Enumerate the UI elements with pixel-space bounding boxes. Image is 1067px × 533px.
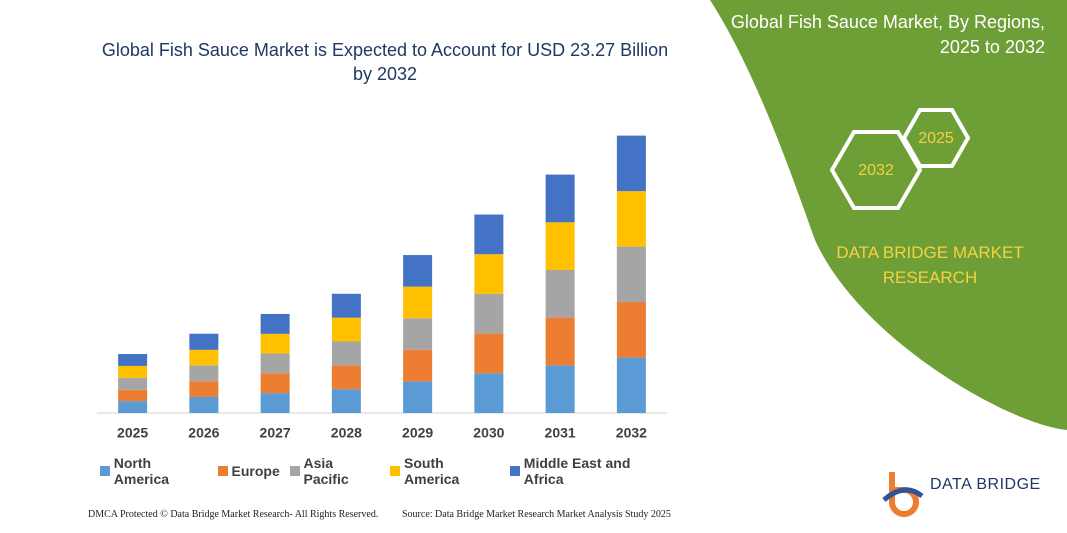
hex-label: 2032 xyxy=(858,162,894,179)
x-tick-label: 2025 xyxy=(117,425,148,441)
legend-item: Middle East and Africa xyxy=(510,455,670,487)
bar-segment xyxy=(260,353,290,374)
legend-item: North America xyxy=(100,455,208,487)
legend-item: South America xyxy=(390,455,500,487)
legend-label: North America xyxy=(113,455,170,487)
brand-text: DATA BRIDGE MARKET RESEARCH xyxy=(836,243,1024,287)
bar-segment xyxy=(403,349,433,382)
bar-segment xyxy=(403,318,433,350)
x-tick-label: 2030 xyxy=(473,425,504,441)
bar-segment xyxy=(260,313,290,334)
legend-label: Europe xyxy=(231,463,280,479)
logo-text: DATA BRIDGE xyxy=(930,476,1041,493)
legend-swatch xyxy=(217,466,228,476)
x-tick-label: 2027 xyxy=(260,425,291,441)
x-tick-label: 2026 xyxy=(188,425,219,441)
legend-swatch xyxy=(289,466,300,476)
bar-segment xyxy=(189,365,219,382)
logo-mark xyxy=(882,487,924,502)
bar-segment xyxy=(403,255,433,287)
x-tick-label: 2031 xyxy=(545,425,576,441)
legend: North America Europe Asia Pacific South Ame… xyxy=(100,455,670,487)
legend-swatch xyxy=(390,466,401,476)
x-tick-label: 2028 xyxy=(331,425,362,441)
bar-segment xyxy=(545,317,575,366)
bar-segment xyxy=(474,254,504,294)
bar-segment xyxy=(260,373,290,394)
plot: 2025 2026 2027 2028 2029 2030 2031 2032 xyxy=(97,135,667,441)
footer-right: Source: Data Bridge Market Research Mark… xyxy=(402,509,671,520)
bar-segment xyxy=(403,381,433,413)
legend-item: Asia Pacific xyxy=(289,455,381,487)
bar-segment xyxy=(403,286,433,319)
footer-left: DMCA Protected © Data Bridge Market Rese… xyxy=(88,509,379,520)
x-tick-label: 2032 xyxy=(616,425,647,441)
bar-segment xyxy=(545,269,575,318)
chart-title: Global Fish Sauce Market is Expected to … xyxy=(101,40,669,84)
bar-segment xyxy=(189,381,219,397)
bar-segment xyxy=(616,135,646,192)
bar-segment xyxy=(118,365,148,378)
bar-segment xyxy=(189,396,219,413)
bar-segment xyxy=(331,389,361,413)
bar-segment xyxy=(474,373,504,413)
bar-segment xyxy=(118,377,148,390)
hexagon xyxy=(901,108,971,168)
bar-segment xyxy=(331,365,361,390)
legend-label: Middle East and Africa xyxy=(523,455,631,487)
bar-segment xyxy=(545,174,575,223)
legend-label: Asia Pacific xyxy=(303,455,349,487)
bar-segment xyxy=(118,353,148,366)
legend-swatch xyxy=(100,466,110,476)
side-panel xyxy=(710,0,1067,430)
legend-label: South America xyxy=(404,455,460,487)
bar-segment xyxy=(474,333,504,374)
bar-segment xyxy=(545,222,575,270)
legend-item: Europe xyxy=(217,455,280,487)
bar-segment xyxy=(260,333,290,354)
bar-segment xyxy=(616,357,646,413)
bar-segment xyxy=(331,341,361,366)
bar-segment xyxy=(616,246,646,303)
bar-segment xyxy=(260,393,290,413)
bar-segment xyxy=(474,293,504,334)
bar-segment xyxy=(189,333,219,350)
bar-segment xyxy=(189,349,219,366)
bar-segment xyxy=(474,214,504,255)
hex-label: 2025 xyxy=(918,130,954,147)
bar-segment xyxy=(118,389,148,402)
bar-segment xyxy=(118,401,148,413)
bar-segment xyxy=(331,293,361,318)
bar-segment xyxy=(616,191,646,247)
bar-segment xyxy=(616,302,646,358)
legend-swatch xyxy=(510,466,520,476)
bar-segment xyxy=(331,317,361,342)
bar-segment xyxy=(545,365,575,413)
x-tick-label: 2029 xyxy=(402,425,433,441)
panel-title: Global Fish Sauce Market, By Regions, 20… xyxy=(730,12,1045,57)
hexagon xyxy=(829,130,923,210)
